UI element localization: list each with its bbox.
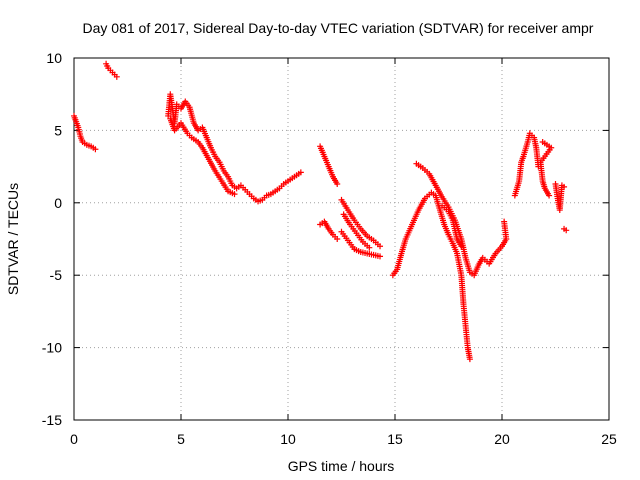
data-point — [334, 236, 341, 242]
y-tick-label: -5 — [50, 267, 63, 283]
x-tick-label: 20 — [494, 431, 510, 447]
data-marks — [71, 60, 570, 363]
plot-frame — [73, 57, 610, 421]
data-point — [92, 146, 99, 153]
x-tick-label: 25 — [601, 431, 617, 447]
x-tick-label: 5 — [177, 431, 185, 447]
data-point — [458, 243, 465, 250]
data-point — [377, 243, 384, 250]
x-tick-label: 0 — [70, 431, 78, 447]
x-tick-label: 15 — [387, 431, 403, 447]
data-point — [546, 192, 553, 199]
data-point — [366, 244, 373, 251]
y-axis-label: SDTVAR / TECUs — [5, 183, 21, 295]
data-point — [466, 356, 473, 363]
data-point — [563, 227, 570, 234]
data-point — [297, 169, 304, 176]
y-tick-label: 10 — [46, 50, 62, 66]
y-tick-label: -15 — [42, 412, 62, 428]
data-point — [377, 253, 384, 260]
x-axis-label: GPS time / hours — [288, 458, 395, 474]
data-point — [334, 180, 341, 187]
y-tick-label: -10 — [42, 340, 62, 356]
chart-title: Day 081 of 2017, Sidereal Day-to-day VTE… — [83, 20, 594, 36]
data-point — [561, 183, 568, 190]
grid — [74, 58, 609, 420]
data-point — [501, 218, 508, 225]
axis-ticks: 0 5 10 15 20 25 -15 -10 -5 0 5 10 — [42, 50, 617, 447]
y-tick-label: 5 — [54, 122, 62, 138]
x-tick-label: 10 — [280, 431, 296, 447]
y-tick-label: 0 — [54, 195, 62, 211]
data-point — [113, 73, 120, 80]
data-point — [231, 191, 238, 198]
